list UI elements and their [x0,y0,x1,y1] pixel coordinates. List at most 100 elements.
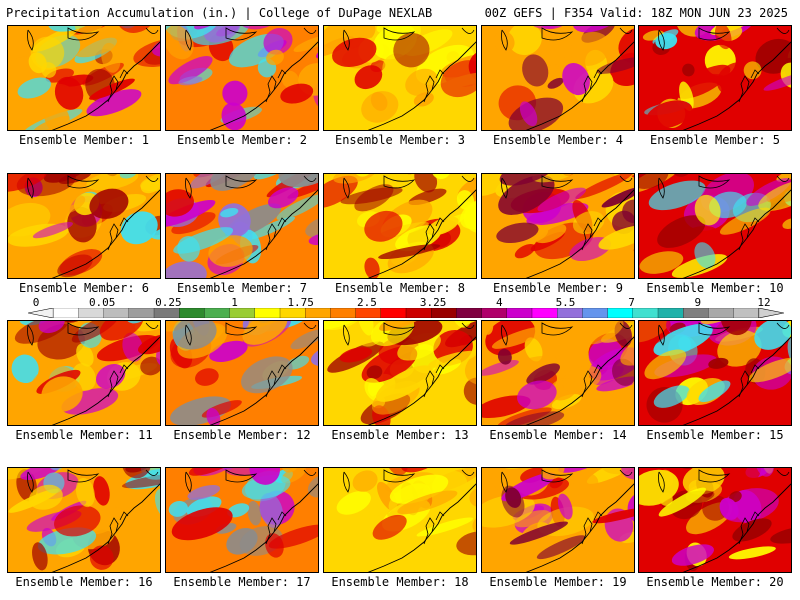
colorbar-min-arrow [28,308,54,318]
panel-label: Ensemble Member: 3 [334,133,466,147]
chart-title: Precipitation Accumulation (in.) | Colle… [6,6,433,20]
panel-label: Ensemble Member: 8 [334,281,466,295]
colorbar-swatch [405,308,432,318]
colorbar-swatch [153,308,180,318]
precip-field [639,26,791,130]
colorbar-swatch [531,308,558,318]
colorbar-swatch [431,308,458,318]
ensemble-map-20 [638,467,792,573]
panel-label: Ensemble Member: 7 [176,281,308,295]
colorbar-swatch [733,308,760,318]
panel-label: Ensemble Member: 11 [15,428,153,442]
panel-label: Ensemble Member: 19 [489,575,627,589]
colorbar-tick-label: 1 [231,296,238,309]
precip-field [324,26,476,130]
precip-field [639,321,791,425]
colorbar-swatch [683,308,710,318]
precip-field [639,468,791,572]
ensemble-map-8 [323,173,477,279]
colorbar-swatch [103,308,130,318]
colorbar-swatch [78,308,105,318]
colorbar-swatch [355,308,382,318]
colorbar-swatch [582,308,609,318]
panel-label: Ensemble Member: 20 [646,575,784,589]
panel-label: Ensemble Member: 16 [15,575,153,589]
panel-label: Ensemble Member: 4 [492,133,624,147]
colorbar-tick-label: 0 [32,296,40,309]
colorbar-swatch [279,308,306,318]
colorbar-swatch [506,308,533,318]
ensemble-map-9 [481,173,635,279]
ensemble-map-17 [165,467,319,573]
panel-label: Ensemble Member: 13 [331,428,469,442]
ensemble-map-15 [638,320,792,426]
precip-field [482,174,634,278]
panel-label: Ensemble Member: 18 [331,575,469,589]
ensemble-map-2 [165,25,319,131]
ensemble-map-18 [323,467,477,573]
ensemble-map-13 [323,320,477,426]
colorbar-swatch [254,308,281,318]
precip-field [324,174,476,278]
panel-label: Ensemble Member: 14 [489,428,627,442]
panel-label: Ensemble Member: 9 [492,281,624,295]
precip-field [8,468,160,572]
colorbar-tick-label: 1.75 [287,296,314,309]
panel-label: Ensemble Member: 1 [18,133,150,147]
colorbar-swatch [557,308,584,318]
precip-field [8,26,160,130]
colorbar-swatch [456,308,483,318]
colorbar-swatch [607,308,634,318]
colorbar-swatch [305,308,332,318]
colorbar-tick-label: 5.5 [555,296,576,309]
ensemble-map-6 [7,173,161,279]
colorbar-swatch [128,308,155,318]
colorbar-swatch [708,308,735,318]
colorbar-swatch [229,308,256,318]
colorbar-swatch [657,308,684,318]
colorbar-swatch [481,308,508,318]
precip-field [324,468,476,572]
ensemble-map-7 [165,173,319,279]
ensemble-map-12 [165,320,319,426]
precip-field [8,174,160,278]
colorbar-max-arrow [758,308,784,318]
panel-label: Ensemble Member: 17 [173,575,311,589]
colorbar-swatch [204,308,231,318]
colorbar-tick-label: 0.05 [88,296,116,309]
precip-field [8,321,160,425]
ensemble-map-10 [638,173,792,279]
panel-label: Ensemble Member: 6 [18,281,150,295]
colorbar-swatch [380,308,407,318]
ensemble-map-3 [323,25,477,131]
colorbar-tick-label: 0.25 [155,296,182,309]
panel-label: Ensemble Member: 15 [646,428,784,442]
run-info: 00Z GEFS | F354 Valid: 18Z MON JUN 23 20… [484,6,788,20]
ensemble-map-19 [481,467,635,573]
colorbar-tick-label: 2.5 [356,296,377,309]
panel-label: Ensemble Member: 2 [176,133,308,147]
ensemble-map-4 [481,25,635,131]
colorbar-swatch [330,308,357,318]
precip-field [482,468,634,572]
colorbar-tick-label: 7 [628,296,635,309]
precip-field [482,321,634,425]
ensemble-map-5 [638,25,792,131]
colorbar-swatch [632,308,659,318]
ensemble-map-14 [481,320,635,426]
panel-label: Ensemble Member: 12 [173,428,311,442]
precip-field [324,321,476,425]
colorbar-tick-label: 9 [694,296,702,309]
ensemble-map-11 [7,320,161,426]
precip-field [166,174,318,278]
precip-field [166,468,318,572]
colorbar-swatch [179,308,206,318]
panel-label: Ensemble Member: 10 [646,281,784,295]
colorbar-tick-label: 12 [757,296,771,309]
colorbar-swatch [53,308,80,318]
precip-field [166,321,318,425]
precip-field [639,174,791,278]
colorbar-tick-label: 4 [495,296,503,309]
precip-field [166,26,318,130]
precip-field [482,26,634,130]
